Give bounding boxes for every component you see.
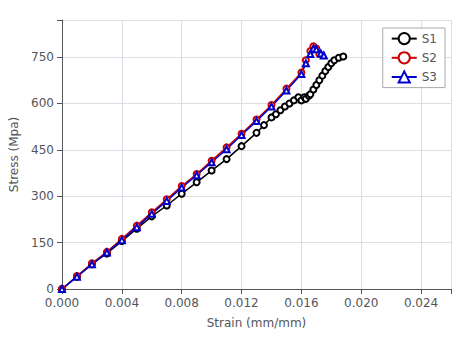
svg-text:S2: S2 (422, 51, 437, 65)
svg-text:0.008: 0.008 (165, 296, 199, 310)
svg-text:S1: S1 (422, 32, 437, 46)
svg-text:300: 300 (31, 189, 54, 203)
svg-text:0: 0 (46, 282, 54, 296)
svg-text:600: 600 (31, 96, 54, 110)
svg-text:S3: S3 (422, 70, 437, 84)
svg-text:0.004: 0.004 (105, 296, 139, 310)
svg-text:Strain (mm/mm): Strain (mm/mm) (207, 316, 307, 330)
svg-text:0.012: 0.012 (224, 296, 258, 310)
svg-text:Stress (Mpa): Stress (Mpa) (7, 117, 21, 192)
svg-text:450: 450 (31, 143, 54, 157)
svg-text:0.020: 0.020 (344, 296, 378, 310)
svg-text:0.024: 0.024 (404, 296, 438, 310)
svg-text:150: 150 (31, 236, 54, 250)
svg-text:0.000: 0.000 (45, 296, 79, 310)
svg-text:750: 750 (31, 50, 54, 64)
svg-text:0.016: 0.016 (284, 296, 318, 310)
